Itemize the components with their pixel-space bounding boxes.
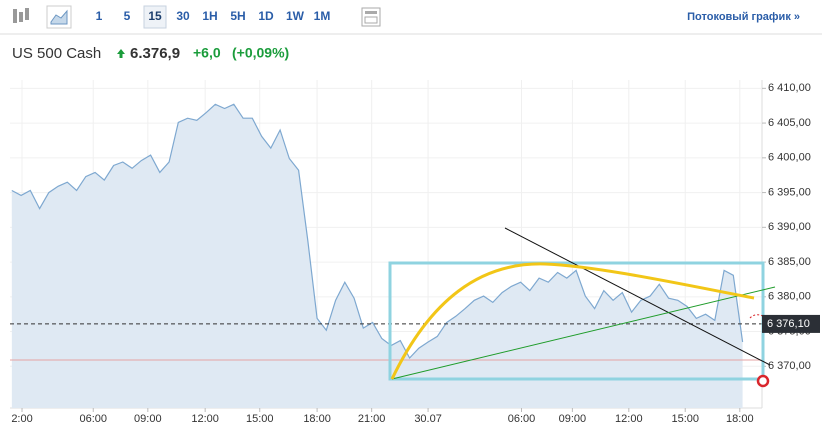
interval-button[interactable]: 1H [202,9,217,23]
interval-button[interactable]: 5 [124,9,131,23]
y-tick-label: 6 370,00 [768,360,811,372]
area-icon[interactable] [46,5,72,29]
line [11,103,744,360]
quote-change-pct: (+0,09%) [232,45,289,61]
quote-price: 6.376,9 [130,45,180,62]
drawn-curve [390,262,755,380]
x-tick-label: 15:00 [671,413,699,425]
settings-icon[interactable] [361,7,381,27]
interval-button[interactable]: 1D [258,9,274,23]
x-tick-label: 15:00 [246,413,274,425]
drawn-marker [756,374,770,388]
interval-button[interactable]: 5H [230,9,245,23]
x-tick-label: 2:00 [11,413,32,425]
last-price-label: 6 376,10 [767,318,810,330]
x-tick-label: 12:00 [191,413,219,425]
x-tick-label: 30.07 [414,413,442,425]
y-tick-label: 6 380,00 [768,291,811,303]
quote-name: US 500 Cash [12,45,101,62]
y-tick-label: 6 395,00 [768,186,811,198]
area [11,104,743,409]
y-tick-label: 6 410,00 [768,82,811,94]
stream-link[interactable]: Потоковый график » [687,11,800,23]
interval-button[interactable]: 1 [96,9,103,23]
x-tick-label: 12:00 [615,413,643,425]
x-tick-label: 18:00 [303,413,331,425]
x-tick-label: 21:00 [358,413,386,425]
x-tick-label: 06:00 [508,413,536,425]
x-tick-label: 09:00 [559,413,587,425]
x-tick-label: 18:00 [726,413,754,425]
interval-button[interactable]: 1M [314,9,331,23]
y-tick-label: 6 405,00 [768,117,811,129]
x-tick-label: 06:00 [79,413,107,425]
interval-button[interactable]: 15 [148,9,162,23]
drawn-line [504,227,771,366]
y-tick-label: 6 390,00 [768,221,811,233]
up-arrow [117,49,125,58]
y-tick-label: 6 385,00 [768,256,811,268]
y-tick-label: 6 400,00 [768,152,811,164]
interval-button[interactable]: 1W [286,9,305,23]
candle-icon[interactable] [13,8,29,23]
plot: Investing.com6 370,006 375,006 380,006 3… [10,80,811,425]
x-tick-label: 09:00 [134,413,162,425]
drawn-line [391,286,776,380]
interval-button[interactable]: 30 [176,9,190,23]
quote-change: +6,0 [193,45,221,61]
selected-interval [143,5,167,29]
last-price-box [762,314,820,333]
